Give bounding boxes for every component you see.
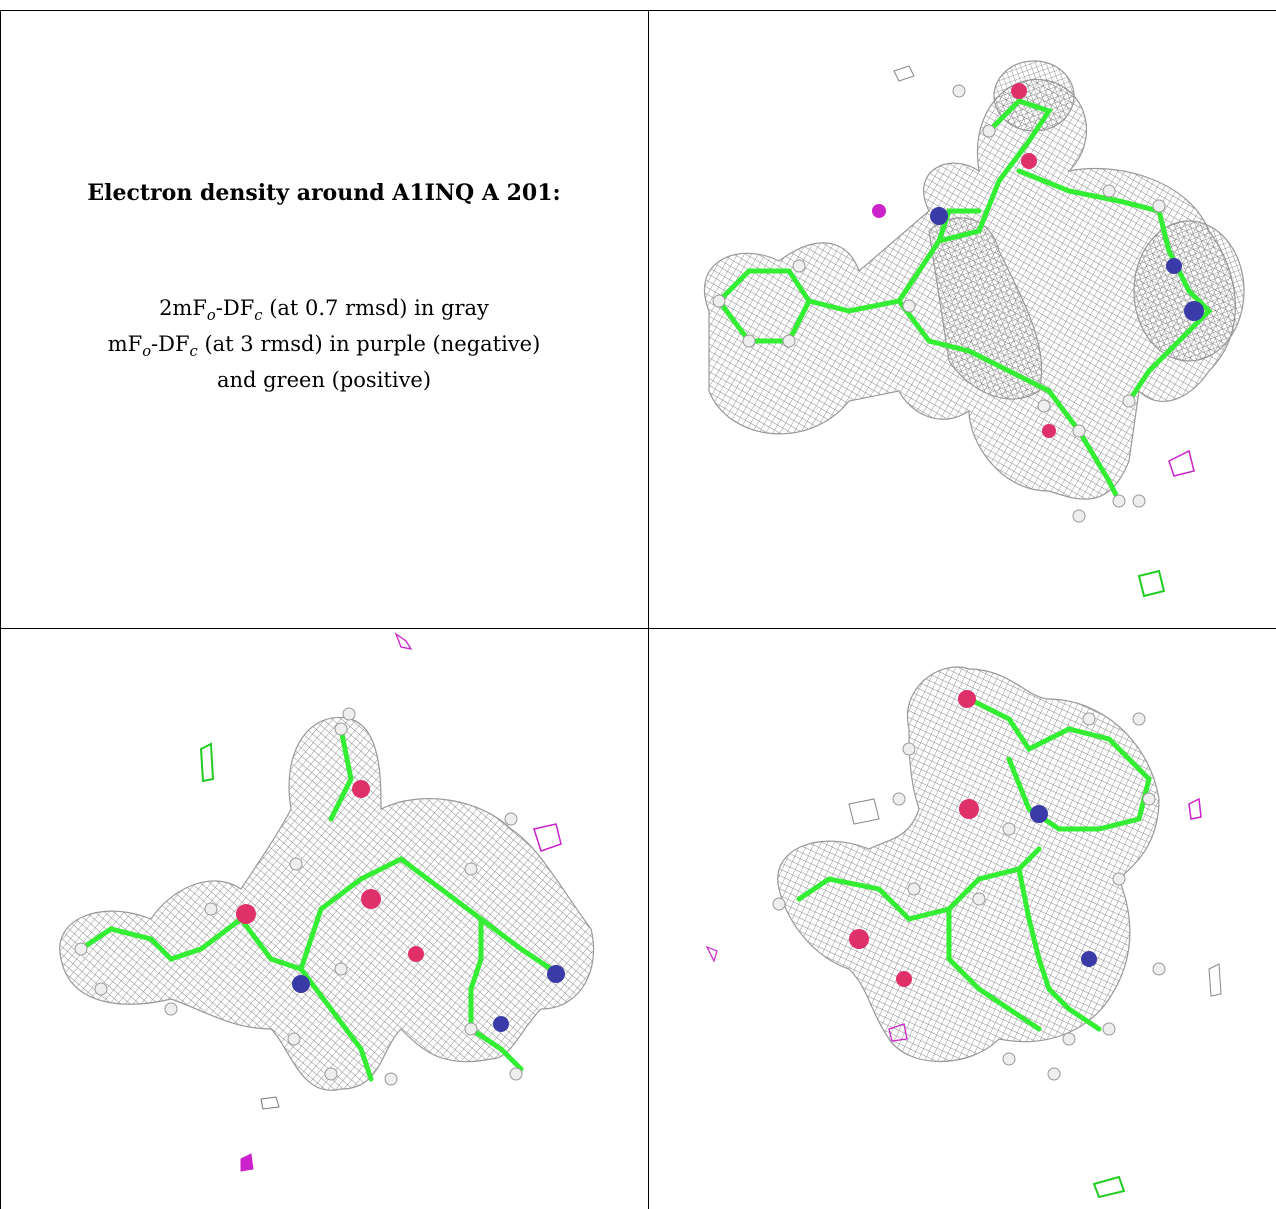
difference-density-blobs: [705, 797, 1222, 1199]
border-top: [0, 10, 1276, 11]
density-view-3: [649, 629, 1276, 1209]
caption-cell: Electron density around A1INQ A 201: 2mF…: [0, 10, 648, 638]
legend-line-difference: mFo-DFc (at 3 rmsd) in purple (negative): [107, 332, 541, 361]
difference-density-blobs: [893, 65, 1195, 598]
ligand-bonds: [796, 696, 1152, 1032]
hydrogen-atoms: [712, 84, 1166, 523]
heteroatoms: [849, 690, 1097, 987]
hydrogen-atoms: [74, 707, 523, 1086]
legend-line-positive: and green (positive): [216, 368, 432, 393]
gray-density-mesh: [703, 60, 1245, 500]
heteroatoms: [872, 83, 1204, 438]
heteroatoms: [236, 780, 565, 1032]
legend-line-gray: 2mFo-DFc (at 0.7 rmsd) in gray: [159, 296, 489, 325]
border-center: [0, 628, 1276, 629]
border-left: [0, 10, 1, 1209]
difference-density-blobs: [199, 632, 562, 1172]
border-middle: [648, 10, 649, 1209]
caption-title: Electron density around A1INQ A 201:: [87, 180, 561, 206]
hydrogen-atoms: [772, 712, 1166, 1081]
gray-density-mesh: [777, 666, 1160, 1063]
density-view-1: [649, 11, 1276, 628]
caption-legend: 2mFo-DFc (at 0.7 rmsd) in gray mFo-DFc (…: [0, 294, 648, 394]
density-view-2: [1, 629, 648, 1209]
